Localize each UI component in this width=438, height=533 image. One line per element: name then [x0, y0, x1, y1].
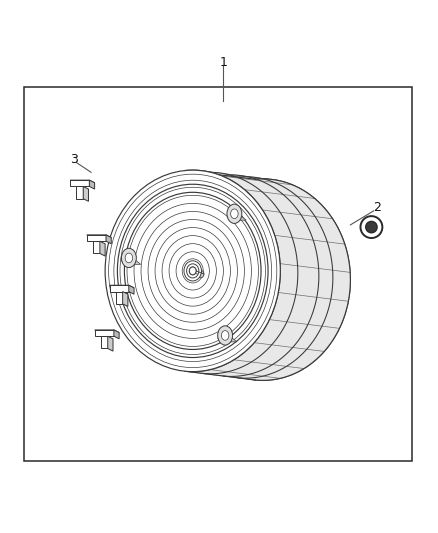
Polygon shape: [218, 338, 237, 342]
Polygon shape: [70, 180, 95, 183]
Polygon shape: [70, 180, 89, 187]
Ellipse shape: [189, 267, 196, 275]
Polygon shape: [101, 336, 108, 349]
Ellipse shape: [121, 248, 136, 268]
Polygon shape: [110, 285, 134, 288]
Polygon shape: [87, 235, 111, 238]
Ellipse shape: [221, 330, 229, 340]
Polygon shape: [121, 261, 141, 264]
Polygon shape: [93, 241, 100, 254]
Polygon shape: [123, 292, 128, 306]
Ellipse shape: [231, 209, 238, 219]
Text: 2: 2: [373, 201, 381, 214]
Ellipse shape: [175, 179, 350, 381]
Polygon shape: [76, 187, 83, 199]
Ellipse shape: [218, 326, 233, 345]
Circle shape: [366, 221, 377, 233]
Ellipse shape: [227, 204, 242, 223]
Polygon shape: [110, 285, 129, 292]
Polygon shape: [108, 336, 113, 351]
Polygon shape: [116, 292, 123, 304]
Bar: [24, 87, 412, 462]
Polygon shape: [95, 330, 114, 336]
Ellipse shape: [105, 170, 280, 372]
Ellipse shape: [125, 253, 133, 263]
Polygon shape: [106, 235, 111, 244]
Polygon shape: [100, 241, 105, 256]
Polygon shape: [185, 170, 350, 381]
Text: 3: 3: [70, 152, 78, 166]
Polygon shape: [114, 330, 119, 339]
Ellipse shape: [197, 270, 204, 278]
Text: 1: 1: [219, 56, 227, 69]
Polygon shape: [227, 216, 246, 220]
Polygon shape: [129, 285, 134, 294]
Polygon shape: [87, 235, 106, 241]
Ellipse shape: [187, 264, 199, 278]
Circle shape: [360, 216, 382, 238]
Ellipse shape: [189, 267, 196, 274]
Polygon shape: [83, 187, 88, 201]
Ellipse shape: [184, 261, 201, 281]
Polygon shape: [89, 180, 95, 189]
Polygon shape: [95, 330, 119, 333]
